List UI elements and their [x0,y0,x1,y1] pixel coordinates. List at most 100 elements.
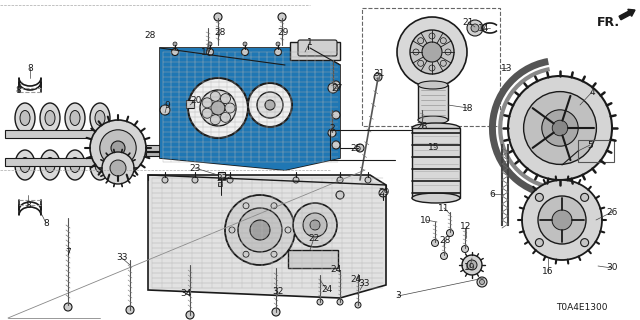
Circle shape [200,90,236,126]
Bar [146,152,161,156]
Text: 32: 32 [272,287,284,297]
Circle shape [508,76,612,180]
Circle shape [192,177,198,183]
Text: 14: 14 [478,23,490,33]
Circle shape [332,81,340,89]
Circle shape [429,65,435,71]
Text: 10: 10 [420,215,432,225]
Text: 8: 8 [27,63,33,73]
Ellipse shape [412,193,460,203]
Circle shape [462,255,482,275]
Ellipse shape [95,157,105,172]
Circle shape [418,38,424,44]
Circle shape [271,251,277,257]
Text: 20: 20 [190,95,202,105]
Text: 5: 5 [587,140,593,149]
Circle shape [356,144,364,152]
Circle shape [524,92,596,164]
Text: 23: 23 [216,173,228,182]
Circle shape [207,49,214,55]
Circle shape [202,108,212,118]
Circle shape [221,94,230,104]
Circle shape [471,24,479,32]
Circle shape [337,177,343,183]
Bar [218,172,225,179]
Text: 29: 29 [378,188,390,196]
Circle shape [379,189,387,197]
Bar [412,128,460,198]
Text: 6: 6 [489,189,495,198]
Text: 11: 11 [438,204,450,212]
Circle shape [336,191,344,199]
Text: 8: 8 [43,219,49,228]
Text: 9: 9 [164,100,170,109]
Circle shape [110,160,126,176]
Circle shape [90,120,146,176]
Text: 16: 16 [542,268,554,276]
Circle shape [285,227,291,233]
Text: 4: 4 [589,87,595,97]
Circle shape [243,42,247,46]
Circle shape [305,49,312,55]
Text: 29: 29 [277,28,289,36]
Text: 24: 24 [321,285,333,294]
Circle shape [337,299,343,305]
Circle shape [431,239,438,246]
Text: 25: 25 [350,143,362,153]
Bar [186,100,194,108]
Text: 30: 30 [606,263,618,273]
Circle shape [275,49,282,55]
Circle shape [397,17,467,87]
Text: 22: 22 [308,234,319,243]
FancyBboxPatch shape [298,40,337,56]
Circle shape [355,302,361,308]
Circle shape [276,42,280,46]
Circle shape [422,42,442,62]
Circle shape [538,196,586,244]
Circle shape [271,203,277,209]
Circle shape [229,227,235,233]
Text: 23: 23 [189,164,201,172]
Bar [5,158,115,166]
Circle shape [221,112,230,122]
Circle shape [461,245,468,252]
Text: 33: 33 [116,253,128,262]
Circle shape [536,239,543,247]
Circle shape [211,115,220,125]
Circle shape [243,251,249,257]
Text: 7: 7 [65,247,71,257]
Ellipse shape [70,157,80,172]
Ellipse shape [90,150,110,180]
Bar [146,145,166,151]
Circle shape [225,103,235,113]
Circle shape [580,239,589,247]
Circle shape [211,101,225,115]
Circle shape [328,83,338,93]
Text: 28: 28 [439,236,451,244]
Text: 26: 26 [606,207,618,217]
Polygon shape [148,175,386,298]
Circle shape [293,177,299,183]
Text: 8: 8 [15,85,21,94]
Bar [290,42,340,60]
Text: 13: 13 [501,63,513,73]
Ellipse shape [45,157,55,172]
Circle shape [410,30,454,74]
Circle shape [536,193,543,201]
Circle shape [542,110,578,146]
Text: 24: 24 [330,266,342,275]
Circle shape [214,13,222,21]
Circle shape [467,20,483,36]
Circle shape [317,299,323,305]
Ellipse shape [20,110,30,125]
Circle shape [225,195,295,265]
Text: 17: 17 [201,47,212,57]
Circle shape [126,306,134,314]
Ellipse shape [65,150,85,180]
Ellipse shape [65,103,85,133]
Ellipse shape [15,103,35,133]
Circle shape [467,260,477,270]
Text: 18: 18 [462,103,474,113]
Circle shape [303,213,327,237]
Circle shape [64,303,72,311]
